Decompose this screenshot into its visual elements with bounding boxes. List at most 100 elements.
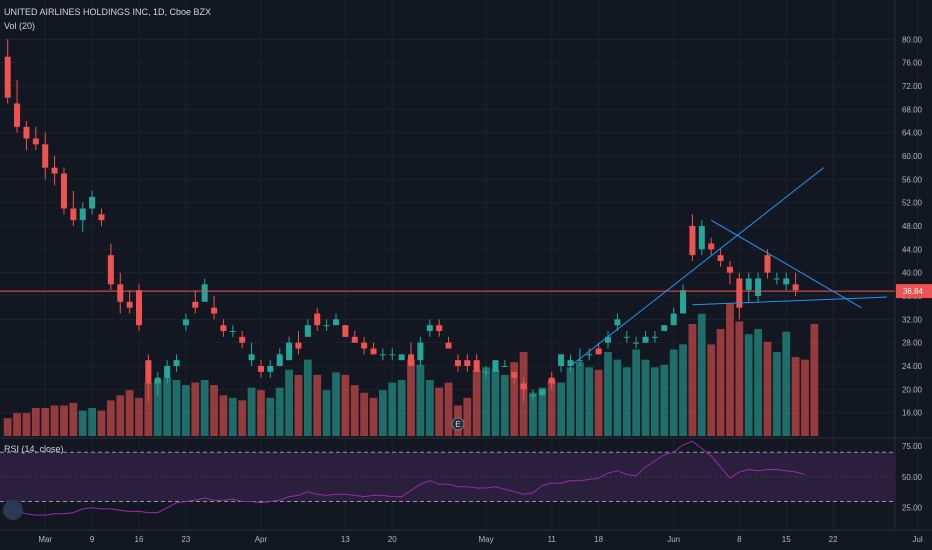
candle-body — [98, 214, 105, 221]
date-tick-label: May — [479, 535, 494, 544]
candle-body — [520, 383, 527, 390]
candle-body — [426, 325, 433, 331]
volume-bar — [379, 390, 387, 436]
volume-bar — [763, 341, 772, 436]
volume-bar — [697, 313, 706, 436]
candle-body — [79, 208, 86, 221]
rsi-pane — [0, 440, 895, 516]
candle-body — [379, 354, 386, 356]
candle-body — [154, 377, 161, 384]
date-tick-label: Mar — [38, 535, 52, 544]
price-tick-label: 16.00 — [902, 409, 923, 418]
volume-bar — [463, 397, 472, 436]
volume-bar — [754, 329, 762, 436]
date-tick-label: 20 — [388, 535, 397, 544]
volume-bar — [163, 377, 172, 436]
price-tick-label: 56.00 — [902, 175, 923, 184]
volume-bar — [425, 380, 434, 436]
volume-bar — [369, 397, 378, 436]
candle-body — [511, 371, 518, 378]
candle-body — [173, 360, 180, 366]
candle-body — [70, 208, 77, 221]
candle-body — [51, 167, 58, 174]
volume-bar — [594, 369, 603, 436]
price-tick-label: 68.00 — [902, 105, 923, 114]
volume-bar — [547, 380, 556, 436]
rsi-line — [7, 440, 806, 516]
candle-body — [436, 325, 443, 331]
volume-bar — [435, 387, 444, 436]
candle-body — [726, 266, 733, 273]
volume-bar — [210, 385, 218, 436]
volume-bar — [3, 418, 12, 436]
candle-body — [708, 243, 715, 250]
volume-bar — [31, 408, 40, 436]
volume-bar — [285, 369, 293, 436]
price-tick-label: 48.00 — [902, 222, 923, 231]
volume-bar — [303, 359, 312, 436]
candle-body — [651, 336, 658, 338]
volume-bar — [632, 349, 641, 436]
volume-bar — [791, 357, 800, 436]
volume-bar — [275, 387, 284, 436]
candle-body — [586, 354, 593, 356]
candle-body — [14, 103, 21, 127]
volume-bar — [219, 395, 228, 436]
price-tick-label: 64.00 — [902, 129, 923, 138]
date-tick-label: 9 — [90, 535, 95, 544]
candle-body — [323, 325, 330, 327]
volume-bar — [669, 349, 678, 436]
candle-body — [211, 307, 218, 314]
volume-bar — [116, 395, 125, 436]
volume-bar — [182, 385, 190, 436]
candle-body — [529, 395, 536, 397]
candle-body — [314, 313, 321, 326]
volume-bar — [585, 367, 594, 436]
volume-bar — [332, 372, 340, 436]
date-tick-label: 13 — [341, 535, 350, 544]
candle-body — [42, 144, 49, 168]
candle-body — [408, 354, 415, 366]
trendlines — [570, 167, 888, 367]
volume-bar — [13, 413, 21, 436]
candle-body — [417, 342, 424, 361]
volume-label: Vol (20) — [4, 21, 36, 31]
volume-bar — [407, 359, 415, 436]
candle-body — [257, 366, 264, 372]
candle-body — [201, 284, 208, 302]
volume-bar — [397, 380, 406, 436]
volume-bar — [622, 367, 631, 436]
price-tick-label: 40.00 — [902, 269, 923, 278]
volume-bar — [510, 362, 519, 436]
volume-bar — [69, 402, 78, 436]
date-tick-label: 22 — [829, 535, 838, 544]
candle-body — [623, 336, 630, 338]
candle-body — [239, 336, 246, 343]
volume-bar — [482, 367, 490, 436]
rsi-tick-label: 50.00 — [902, 473, 923, 482]
trendline-support — [692, 296, 888, 306]
candle-body — [764, 255, 771, 273]
candle-body — [567, 360, 574, 366]
volume-bar — [125, 390, 134, 436]
last-price-label: 36.84 — [903, 287, 924, 296]
volume-pane — [3, 303, 819, 436]
volume-bar — [228, 397, 237, 436]
rsi-tick-label: 75.00 — [902, 442, 923, 451]
earnings-marker-label: E — [455, 420, 460, 429]
price-tick-label: 32.00 — [902, 315, 923, 324]
price-tick-label: 44.00 — [902, 245, 923, 254]
tradingview-logo-icon[interactable] — [3, 500, 23, 520]
candle-body — [267, 366, 274, 372]
price-tick-label: 72.00 — [902, 82, 923, 91]
volume-bar — [801, 359, 809, 436]
candle-body — [136, 290, 143, 326]
candle-body — [595, 348, 602, 355]
volume-bar — [726, 303, 734, 436]
volume-bar — [153, 380, 162, 436]
candle-body — [483, 371, 490, 373]
volume-bar — [341, 374, 350, 436]
candle-body — [351, 336, 358, 343]
volume-bar — [144, 382, 153, 436]
candle-body — [717, 255, 724, 261]
